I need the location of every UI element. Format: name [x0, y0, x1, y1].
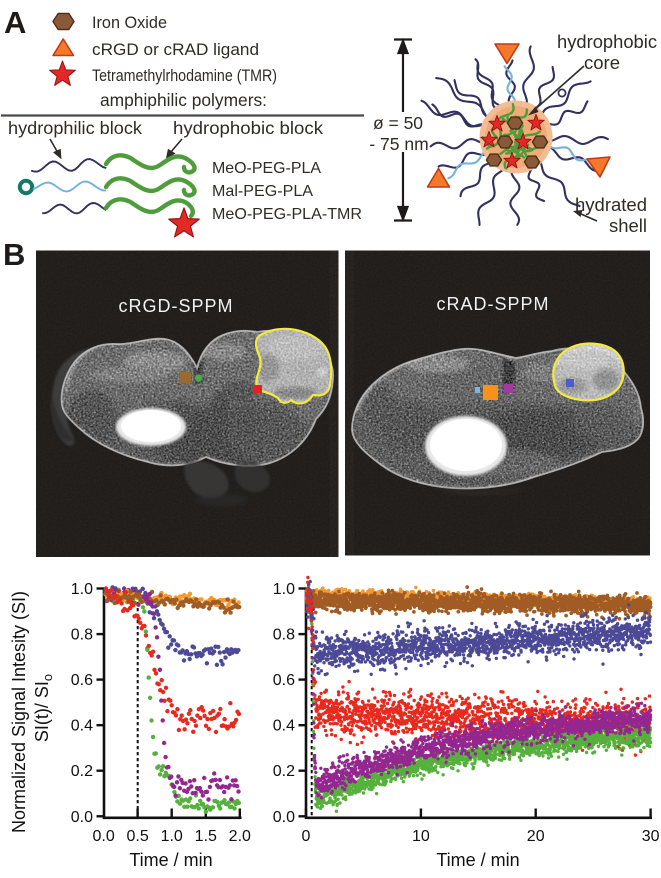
svg-text:Mal-PEG-PLA: Mal-PEG-PLA [212, 183, 313, 200]
svg-text:cRGD-SPPM: cRGD-SPPM [118, 296, 233, 316]
svg-text:0.0: 0.0 [273, 809, 295, 826]
svg-text:B: B [3, 237, 25, 272]
svg-text:hydrated: hydrated [575, 194, 647, 215]
svg-text:hydrophobic block: hydrophobic block [173, 118, 323, 138]
svg-text:shell: shell [609, 215, 647, 236]
svg-text:0: 0 [302, 828, 311, 845]
svg-text:0.6: 0.6 [273, 672, 295, 689]
svg-text:cRGD or cRAD ligand: cRGD or cRAD ligand [92, 41, 259, 59]
svg-text:1.0: 1.0 [161, 828, 183, 845]
svg-text:cRAD-SPPM: cRAD-SPPM [436, 294, 549, 314]
svg-text:ø = 50: ø = 50 [373, 113, 423, 133]
svg-text:SI(t)/ SIo: SI(t)/ SIo [32, 674, 55, 742]
svg-text:Tetramethylrhodamine (TMR): Tetramethylrhodamine (TMR) [92, 67, 277, 85]
svg-text:0.2: 0.2 [273, 763, 295, 780]
svg-text:- 75 nm: - 75 nm [369, 134, 428, 154]
svg-text:amphiphilic polymers:: amphiphilic polymers: [100, 90, 267, 110]
svg-text:MeO-PEG-PLA-TMR: MeO-PEG-PLA-TMR [212, 206, 362, 223]
svg-text:hydrophilic block: hydrophilic block [8, 118, 142, 138]
svg-text:0.8: 0.8 [273, 627, 295, 644]
svg-text:0.0: 0.0 [92, 828, 114, 845]
svg-text:Time / min: Time / min [436, 850, 519, 870]
svg-text:Iron Oxide: Iron Oxide [92, 14, 167, 32]
svg-text:0.4: 0.4 [273, 718, 295, 735]
svg-text:core: core [584, 52, 620, 73]
svg-text:0.0: 0.0 [71, 809, 93, 826]
svg-text:30: 30 [642, 828, 660, 845]
svg-text:A: A [4, 5, 26, 40]
svg-text:hydrophobic: hydrophobic [557, 31, 657, 52]
svg-text:0.4: 0.4 [71, 718, 93, 735]
svg-text:0.5: 0.5 [126, 828, 148, 845]
svg-text:Normalized Signal Intesity (S: Normalized Signal Intesity (SI) [9, 591, 29, 833]
svg-text:10: 10 [412, 828, 430, 845]
svg-text:MeO-PEG-PLA: MeO-PEG-PLA [212, 160, 321, 177]
svg-text:Time / min: Time / min [129, 850, 212, 870]
svg-text:2.0: 2.0 [229, 828, 251, 845]
svg-text:0.2: 0.2 [71, 763, 93, 780]
svg-text:20: 20 [527, 828, 545, 845]
svg-text:0.8: 0.8 [71, 627, 93, 644]
svg-text:1.0: 1.0 [71, 581, 93, 598]
svg-text:0.6: 0.6 [71, 672, 93, 689]
svg-text:1.5: 1.5 [195, 828, 217, 845]
svg-text:1.0: 1.0 [273, 581, 295, 598]
